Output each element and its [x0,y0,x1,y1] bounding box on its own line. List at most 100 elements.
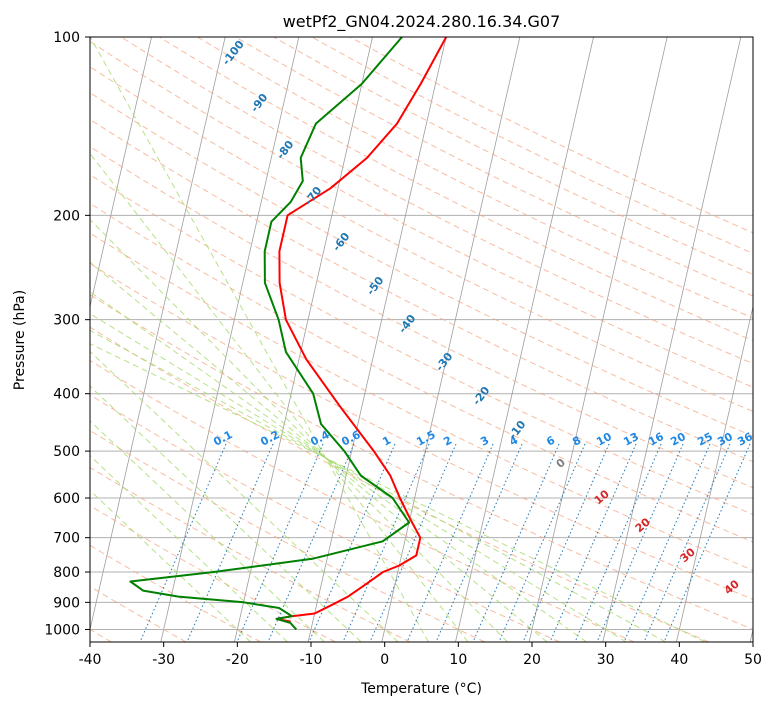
dry-adiabat-line [90,294,753,630]
dry-adiabat-line [120,37,753,365]
y-tick-label: 900 [53,595,80,611]
moist-adiabat-line [90,152,469,642]
isotherm-line [160,37,300,642]
mixing-ratio-label: 16 [646,430,666,449]
moist-adiabat-line [90,261,548,642]
dry-adiabat-label: -50 [364,274,387,298]
line-labels: 0.1 0.2 0.4 0.6 1 1.5 2 3 4 6 8 10 13 16 20 25 30 36-100-… [211,38,755,597]
x-tick-label: -40 [79,652,102,668]
moist-adiabat-line [90,385,362,642]
dry-adiabat-line [90,429,486,642]
y-tick-label: 300 [53,313,80,329]
x-tick-label: -20 [226,652,249,668]
chart-title: wetPf2_GN04.2024.280.16.34.G07 [283,12,561,32]
x-tick-label: -30 [152,652,175,668]
mixing-ratio-label: 10 [594,430,614,449]
dry-adiabat-line [90,146,753,489]
mixing-ratio-line [643,443,731,642]
moist-adiabat-label: 10 [592,487,612,507]
x-tick-label: 10 [449,652,467,668]
dry-adiabat-label: -90 [248,91,271,115]
dry-adiabat-label: -60 [330,230,353,254]
y-tick-label: 600 [53,491,80,507]
dry-adiabat-line [90,504,336,642]
y-tick-label: 1000 [44,622,80,638]
moist-adiabat-line [90,329,666,642]
mixing-ratio-line [574,443,662,642]
isotherm-line [307,37,447,642]
moist-adiabat-line [90,37,429,642]
x-tick-label: 40 [670,652,688,668]
isotherm-line [234,37,373,642]
dry-adiabat-line [90,232,753,571]
mixing-ratio-line [498,443,586,642]
mixing-ratio-label: 6 [544,433,557,448]
plot-frame [89,36,754,643]
mixing-ratio-line [342,443,430,642]
y-tick-label: 500 [53,444,80,460]
dry-adiabat-line [90,40,753,388]
mixing-ratio-label: 0.4 [308,428,332,449]
moist-adiabat-line [90,291,587,642]
mixing-ratio-line [472,443,560,642]
mixing-ratio-line [435,443,523,642]
x-tick-label: 30 [597,652,615,668]
isotherm-line [602,37,742,642]
mixing-ratio-line [663,443,751,642]
isotherm-line [528,37,668,642]
dry-adiabat-line [90,118,753,463]
moist-adiabat-line [90,350,399,642]
isotherm-line [90,37,152,309]
x-axis-label: Temperature (°C) [360,681,482,697]
y-tick-label: 100 [53,30,80,46]
mixing-ratio-line [549,443,637,642]
dry-adiabat-line [90,359,635,642]
moist-adiabat-label: 20 [633,515,653,535]
dry-adiabat-line [197,37,753,319]
mixing-ratio-label: 0.1 [211,428,234,449]
mixing-ratio-label: 20 [668,430,688,449]
y-tick-label: 200 [53,208,80,224]
moist-adiabat-line [90,489,251,642]
isotherm-line [381,37,521,642]
mixing-ratio-label: 13 [621,430,641,449]
mixing-ratio-label: 1 [380,434,393,449]
dry-adiabat-line [90,202,753,543]
dry-adiabat-line [90,466,411,642]
mixing-ratio-line [236,443,324,642]
moist-adiabat-line [90,343,706,642]
isotherm-line [676,304,753,642]
thermo-lines [90,37,753,642]
moist-adiabat-line [90,455,288,642]
isotherm-line [90,37,226,632]
temperature-line [275,37,448,623]
mixing-ratio-label: 25 [695,430,715,449]
dry-adiabat-line [311,37,753,254]
x-tick-label: 20 [523,652,541,668]
x-tick-label: 0 [380,652,389,668]
mixing-ratio-label: 3 [478,434,491,449]
y-tick-label: 800 [53,565,80,581]
mixing-ratio-label: 8 [570,434,583,449]
dry-adiabat-line [90,92,753,437]
profile-lines [129,37,448,631]
dry-adiabat-label: -20 [470,384,493,408]
mixing-ratio-line [186,443,274,642]
isotherm-line [0,37,4,642]
dry-adiabat-line [90,174,753,516]
dry-adiabat-label: -80 [274,138,297,162]
y-axis-ticks: 1000 900 800 700 600 500 400 300 200 100 [44,30,90,638]
mixing-ratio-label: 36 [735,430,755,449]
dry-adiabat-line [159,37,753,342]
moist-adiabat-label: 40 [722,577,742,597]
mixing-ratio-label: 30 [715,430,735,449]
moist-adiabat-line [90,313,627,642]
x-tick-label: 50 [744,652,762,668]
x-tick-label: -10 [300,652,323,668]
dry-adiabat-line [90,262,753,600]
mixing-ratio-line [623,443,711,642]
y-tick-label: 700 [53,531,80,547]
y-axis-label: Pressure (hPa) [12,290,28,390]
mixing-ratio-label: 1.5 [414,428,437,449]
